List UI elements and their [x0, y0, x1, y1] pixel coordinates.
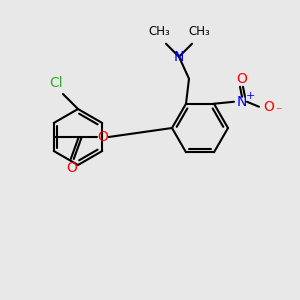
Text: O: O: [264, 100, 274, 114]
Text: CH₃: CH₃: [148, 25, 170, 38]
Text: Cl: Cl: [49, 76, 63, 90]
Text: N: N: [174, 50, 184, 64]
Text: ⁻: ⁻: [275, 105, 281, 118]
Text: N: N: [237, 95, 247, 109]
Text: O: O: [237, 72, 248, 86]
Text: CH₃: CH₃: [188, 25, 210, 38]
Text: O: O: [97, 130, 108, 144]
Text: +: +: [245, 91, 255, 101]
Text: O: O: [66, 161, 77, 175]
